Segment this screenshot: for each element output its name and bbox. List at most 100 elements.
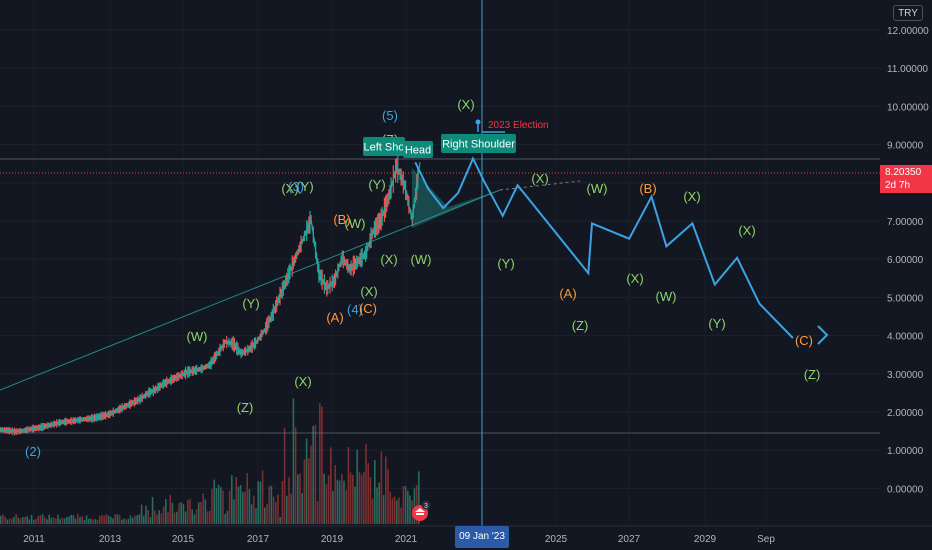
wave-label[interactable]: (Y) <box>708 316 725 331</box>
time-tick-label: 2017 <box>247 534 270 545</box>
volume-bar <box>224 514 226 524</box>
grid-lines <box>0 29 880 489</box>
wave-label[interactable]: (3) <box>288 179 304 194</box>
wave-label[interactable]: (Z) <box>237 400 254 415</box>
volume-bar <box>283 427 286 524</box>
trendline[interactable] <box>0 189 501 391</box>
dashed-trendline[interactable] <box>499 180 581 191</box>
volume-bar <box>374 460 376 524</box>
wave-label[interactable]: (Z) <box>572 318 589 333</box>
volume-bar <box>200 501 202 524</box>
wave-label[interactable]: (A) <box>559 286 576 301</box>
volume-bar <box>2 514 4 524</box>
wave-label[interactable]: (W) <box>411 252 432 267</box>
volume-bar <box>77 514 79 524</box>
volume-bar <box>356 449 358 524</box>
wave-label[interactable]: (W) <box>345 216 366 231</box>
volume-bar <box>371 498 374 524</box>
volume-bar <box>288 477 290 524</box>
wave-label[interactable]: (X) <box>380 252 397 267</box>
volume-bar <box>33 519 35 524</box>
currency-label[interactable]: TRY <box>893 5 923 21</box>
volume-bar <box>382 495 385 524</box>
volume-bar <box>222 490 224 524</box>
volume-bar <box>110 516 112 524</box>
wave-label[interactable]: (X) <box>457 97 474 112</box>
volume-bar <box>248 489 251 524</box>
time-tick-label: 2021 <box>395 534 418 545</box>
volume-bar <box>81 516 83 524</box>
volume-bar <box>213 479 215 524</box>
volume-bar <box>321 406 323 524</box>
callout-box[interactable]: Left Sho <box>363 137 405 156</box>
volume-bar <box>184 511 187 524</box>
volume-bar <box>193 514 196 524</box>
wave-label[interactable]: (B) <box>333 212 350 227</box>
volume-bar <box>169 495 171 524</box>
wave-label[interactable]: (Z) <box>804 367 821 382</box>
wave-label[interactable]: (X) <box>683 189 700 204</box>
volume-bar <box>266 503 268 524</box>
volume-bar <box>279 517 281 524</box>
volume-bar <box>286 495 288 524</box>
wave-label[interactable]: (X) <box>294 374 311 389</box>
wave-label[interactable]: (C) <box>359 301 377 316</box>
price-axis[interactable]: 12.0000011.0000010.000009.000008.000007.… <box>887 26 929 495</box>
wave-label[interactable]: (X) <box>531 171 548 186</box>
wave-label[interactable]: (W) <box>587 181 608 196</box>
time-tick-label: 2029 <box>694 534 717 545</box>
volume-bar <box>41 514 44 524</box>
wave-label[interactable]: (Y) <box>296 179 313 194</box>
wave-label[interactable]: (4) <box>347 302 363 317</box>
volume-bar <box>70 514 72 524</box>
volume-bar <box>319 403 321 524</box>
wave-label[interactable]: (Y) <box>242 296 259 311</box>
price-tick-label: 5.00000 <box>887 293 924 304</box>
volume-bar <box>292 398 295 524</box>
volume-bar <box>156 514 158 524</box>
volume-bar <box>145 505 147 524</box>
wave-label[interactable]: (Y) <box>368 177 385 192</box>
wave-label[interactable]: (X) <box>626 271 643 286</box>
volume-bar <box>334 465 336 524</box>
time-tick-label: 2019 <box>321 534 344 545</box>
time-axis[interactable]: 2011 2013 2015 2017 2019 2021 2025 2027 2029 Sep <box>23 534 775 545</box>
callout-box[interactable]: Right Shoulder <box>441 134 516 153</box>
volume-bar <box>268 486 270 524</box>
volume-bar <box>35 519 37 524</box>
volume-bar <box>349 472 352 524</box>
volume-bar <box>182 503 185 524</box>
time-tick-label: 2027 <box>618 534 641 545</box>
volume-bar <box>48 514 50 524</box>
wave-label[interactable]: (X) <box>360 284 377 299</box>
election-marker[interactable]: 2023 Election <box>475 119 549 133</box>
wave-label[interactable]: (2) <box>25 444 41 459</box>
projection-path[interactable] <box>414 156 794 339</box>
wave-label[interactable]: (W) <box>187 329 208 344</box>
volume-bar <box>376 487 378 524</box>
volume-bar <box>143 515 145 524</box>
volume-bar <box>387 469 389 524</box>
wave-label[interactable]: (X) <box>281 181 298 196</box>
volume-bar <box>61 517 64 524</box>
callout-box[interactable]: Head <box>403 141 433 158</box>
wave-label[interactable]: (5) <box>382 108 398 123</box>
volume-bar <box>303 459 306 524</box>
news-badge-icon[interactable]: 3 <box>410 500 432 522</box>
wave-label[interactable]: (C) <box>795 333 813 348</box>
wave-label[interactable]: (Y) <box>497 256 514 271</box>
wave-label[interactable]: (A) <box>326 310 343 325</box>
volume-bar <box>404 486 407 524</box>
volume-bar <box>290 493 292 524</box>
volume-bar <box>11 518 13 524</box>
triangle-pattern[interactable] <box>412 168 500 228</box>
wave-label[interactable]: (W) <box>656 289 677 304</box>
volume-bar <box>380 451 383 524</box>
wave-label[interactable]: (X) <box>738 223 755 238</box>
price-tick-label: 10.00000 <box>887 102 929 113</box>
volume-bar <box>107 515 110 524</box>
volume-bar <box>4 516 6 524</box>
volume-bar <box>127 519 130 524</box>
wave-label[interactable]: (B) <box>639 181 656 196</box>
